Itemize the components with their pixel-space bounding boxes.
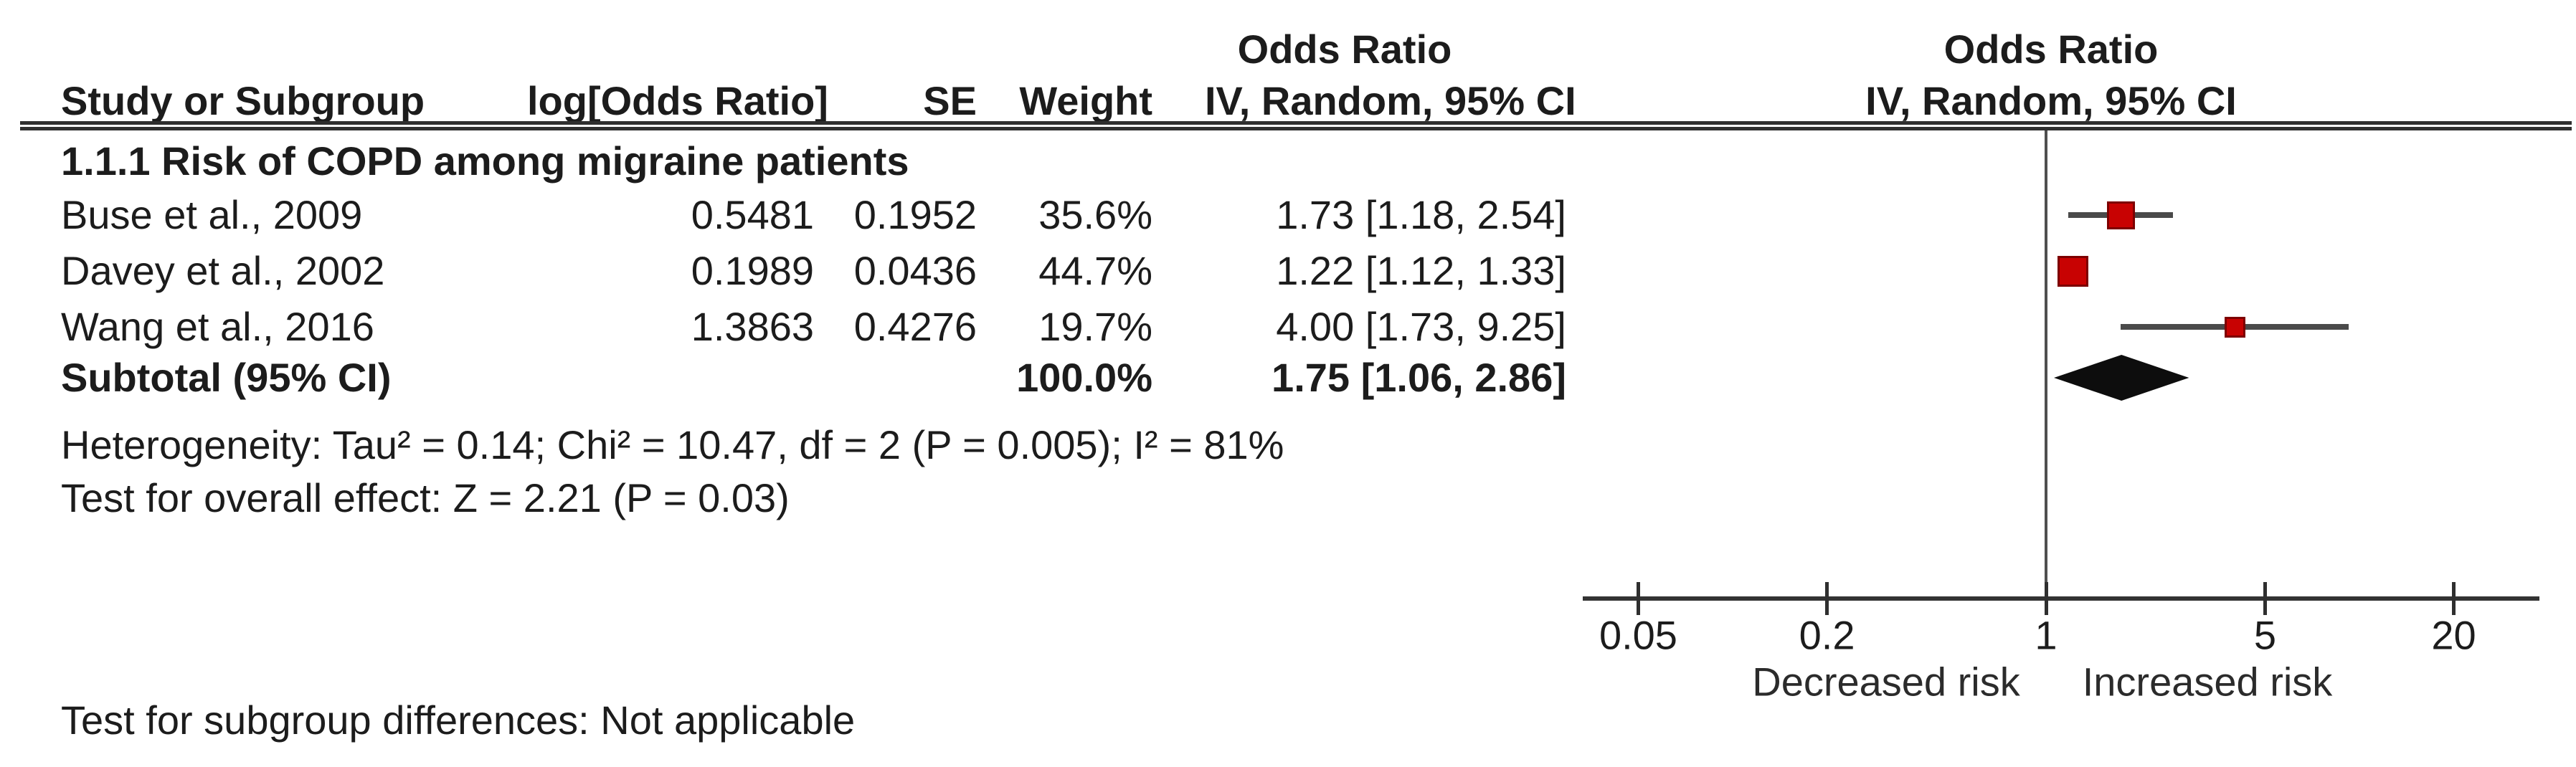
axis-tick [2263, 582, 2267, 615]
heterogeneity-text: Heterogeneity: Tau² = 0.14; Chi² = 10.47… [61, 422, 1284, 467]
effect-square [2058, 255, 2089, 287]
table-row: Buse et al., 2009 0.5481 0.1952 35.6% 1.… [0, 190, 1649, 240]
axis-tick-label: 5 [2253, 612, 2277, 658]
weight-value: 19.7% [1038, 304, 1152, 349]
study-name: Buse et al., 2009 [61, 192, 363, 237]
ci-text-value: 4.00 [1.73, 9.25] [1276, 304, 1566, 349]
ci-text-value: 1.22 [1.12, 1.33] [1276, 248, 1566, 293]
log-odds-ratio-value: 0.5481 [691, 192, 814, 237]
axis-tick [1636, 582, 1640, 615]
table-col-group-header-odds-ratio: Odds Ratio [1237, 27, 1452, 72]
axis-tick-label: 0.2 [1799, 612, 1855, 658]
col-header-iv-random-ci: IV, Random, 95% CI [1205, 78, 1576, 123]
null-effect-line [2045, 130, 2047, 615]
subgroup-differences-text: Test for subgroup differences: Not appli… [61, 697, 856, 743]
axis-tick [2452, 582, 2456, 615]
se-value: 0.1952 [853, 192, 977, 237]
study-name: Davey et al., 2002 [61, 248, 385, 293]
col-header-study-or-subgroup: Study or Subgroup [61, 78, 425, 123]
subtotal-weight: 100.0% [1016, 355, 1152, 400]
axis-tick [2044, 582, 2048, 615]
weight-value: 44.7% [1038, 248, 1152, 293]
summary-diamond [2054, 355, 2189, 401]
weight-value: 35.6% [1038, 192, 1152, 237]
increased-risk-label: Increased risk [2082, 659, 2333, 705]
axis-tick-label: 0.05 [1599, 612, 1677, 658]
study-name: Wang et al., 2016 [61, 304, 374, 349]
table-row: Davey et al., 2002 0.1989 0.0436 44.7% 1… [0, 246, 1649, 296]
axis-tick-label: 20 [2431, 612, 2476, 658]
overall-effect-text: Test for overall effect: Z = 2.21 (P = 0… [61, 475, 790, 520]
plot-header-odds-ratio: Odds Ratio [1943, 27, 2159, 72]
col-header-se: SE [923, 78, 977, 123]
axis-tick-label: 1 [2035, 612, 2058, 658]
se-value: 0.0436 [853, 248, 977, 293]
x-axis-line [1583, 596, 2539, 601]
se-value: 0.4276 [853, 304, 977, 349]
col-header-log-odds-ratio: log[Odds Ratio] [527, 78, 828, 123]
col-header-weight: Weight [1019, 78, 1152, 123]
decreased-risk-label: Decreased risk [1752, 659, 2020, 705]
log-odds-ratio-value: 1.3863 [691, 304, 814, 349]
effect-square [2106, 201, 2135, 229]
ci-text-value: 1.73 [1.18, 2.54] [1276, 192, 1566, 237]
axis-tick [1825, 582, 1829, 615]
table-row: Wang et al., 2016 1.3863 0.4276 19.7% 4.… [0, 302, 1649, 352]
subtotal-label: Subtotal (95% CI) [61, 355, 392, 400]
log-odds-ratio-value: 0.1989 [691, 248, 814, 293]
subtotal-row: Subtotal (95% CI) 100.0% 1.75 [1.06, 2.8… [0, 353, 1649, 403]
effect-square [2224, 316, 2245, 338]
header-separator-rule-top [20, 121, 2572, 125]
subtotal-ci: 1.75 [1.06, 2.86] [1272, 355, 1566, 400]
plot-header-iv-random-ci: IV, Random, 95% CI [1865, 78, 2237, 123]
header-separator-rule-bottom [20, 127, 2572, 130]
subgroup-title: 1.1.1 Risk of COPD among migraine patien… [61, 138, 909, 184]
